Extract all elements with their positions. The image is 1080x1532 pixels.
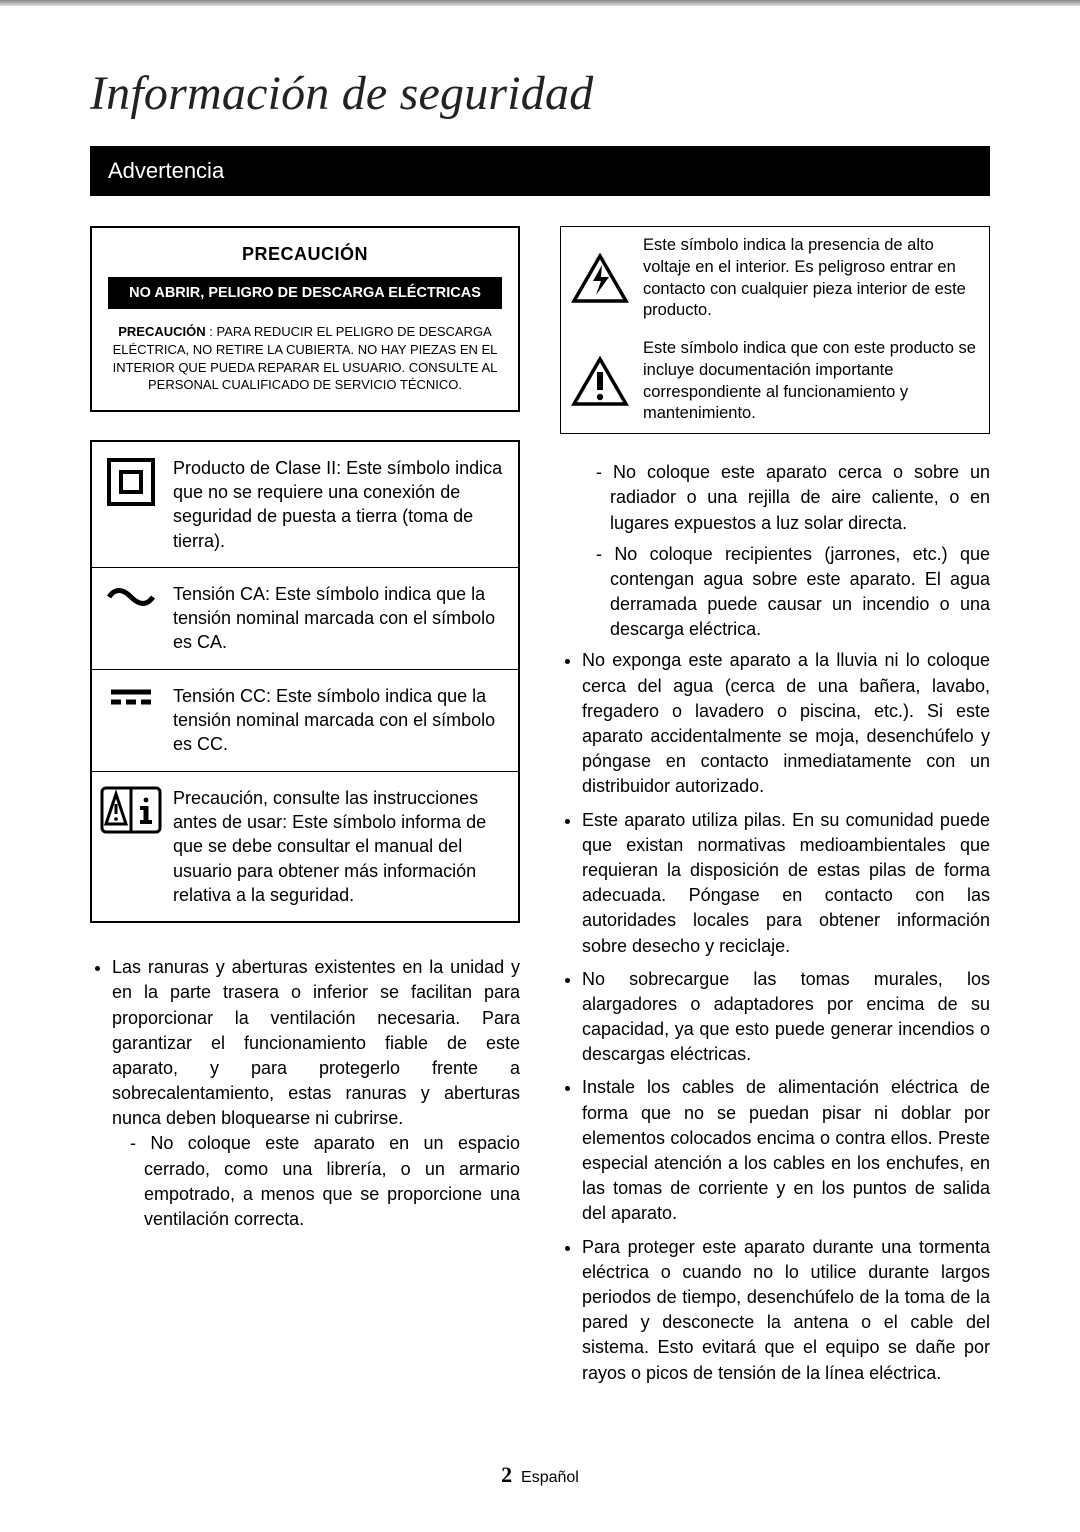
content-columns: PRECAUCIÓN NO ABRIR, PELIGRO DE DESCARGA…	[90, 226, 990, 1394]
caution-title: PRECAUCIÓN	[108, 242, 502, 267]
ac-text: Tensión CA: Este símbolo indica que la t…	[169, 567, 519, 669]
page-lang: Español	[521, 1469, 579, 1486]
list-item: No exponga este aparato a la lluvia ni l…	[582, 648, 990, 799]
ac-icon	[91, 567, 169, 669]
section-bar: Advertencia	[90, 146, 990, 196]
page-footer: 2 Español	[0, 1462, 1080, 1488]
caution-bold-lead: PRECAUCIÓN	[118, 324, 205, 339]
warn-row: Este símbolo indica la presencia de alto…	[561, 227, 989, 330]
sub-item: No coloque recipientes (jarrones, etc.) …	[596, 542, 990, 643]
caution-subtitle: NO ABRIR, PELIGRO DE DESCARGA ELÉCTRICAS	[108, 277, 502, 309]
read-manual-text: Precaución, consulte las instrucciones a…	[169, 771, 519, 922]
list-item: Este aparato utiliza pilas. En su comuni…	[582, 808, 990, 959]
list-item: Las ranuras y aberturas existentes en la…	[112, 955, 520, 1232]
list-item: No sobrecargue las tomas murales, los al…	[582, 967, 990, 1068]
document-page: Información de seguridad Advertencia PRE…	[0, 0, 1080, 1532]
page-title: Información de seguridad	[90, 66, 990, 121]
list-item: Para proteger este aparato durante una t…	[582, 1235, 990, 1386]
title-area: Información de seguridad	[0, 6, 1080, 131]
class2-icon	[91, 441, 169, 568]
dc-text: Tensión CC: Este símbolo indica que la t…	[169, 669, 519, 771]
left-bullet-list: Las ranuras y aberturas existentes en la…	[90, 955, 520, 1232]
sub-item: No coloque este aparato cerca o sobre un…	[596, 460, 990, 536]
class2-text: Producto de Clase II: Este símbolo indic…	[169, 441, 519, 568]
sub-list: No coloque este aparato en un espacio ce…	[112, 1131, 520, 1232]
exclaim-icon	[561, 330, 639, 433]
right-sublist: No coloque este aparato cerca o sobre un…	[560, 460, 990, 642]
right-bullet-list: No exponga este aparato a la lluvia ni l…	[560, 648, 990, 1385]
page-number: 2	[501, 1462, 512, 1487]
symbol-row: Tensión CC: Este símbolo indica que la t…	[91, 669, 519, 771]
warning-symbols-box: Este símbolo indica la presencia de alto…	[560, 226, 990, 434]
caution-box: PRECAUCIÓN NO ABRIR, PELIGRO DE DESCARGA…	[90, 226, 520, 412]
voltage-icon	[561, 227, 639, 330]
exclaim-text: Este símbolo indica que con este product…	[639, 330, 989, 433]
voltage-text: Este símbolo indica la presencia de alto…	[639, 227, 989, 330]
list-text: Las ranuras y aberturas existentes en la…	[112, 957, 520, 1128]
list-item: Instale los cables de alimentación eléct…	[582, 1075, 990, 1226]
warn-row: Este símbolo indica que con este product…	[561, 330, 989, 433]
sub-item: No coloque este aparato en un espacio ce…	[130, 1131, 520, 1232]
left-column: PRECAUCIÓN NO ABRIR, PELIGRO DE DESCARGA…	[90, 226, 520, 1394]
symbol-row: Producto de Clase II: Este símbolo indic…	[91, 441, 519, 568]
symbol-row: Precaución, consulte las instrucciones a…	[91, 771, 519, 922]
right-column: Este símbolo indica la presencia de alto…	[560, 226, 990, 1394]
read-manual-icon	[91, 771, 169, 922]
symbol-row: Tensión CA: Este símbolo indica que la t…	[91, 567, 519, 669]
symbol-table: Producto de Clase II: Este símbolo indic…	[90, 440, 520, 923]
dc-icon	[91, 669, 169, 771]
caution-body: PRECAUCIÓN : PARA REDUCIR EL PELIGRO DE …	[108, 323, 502, 393]
